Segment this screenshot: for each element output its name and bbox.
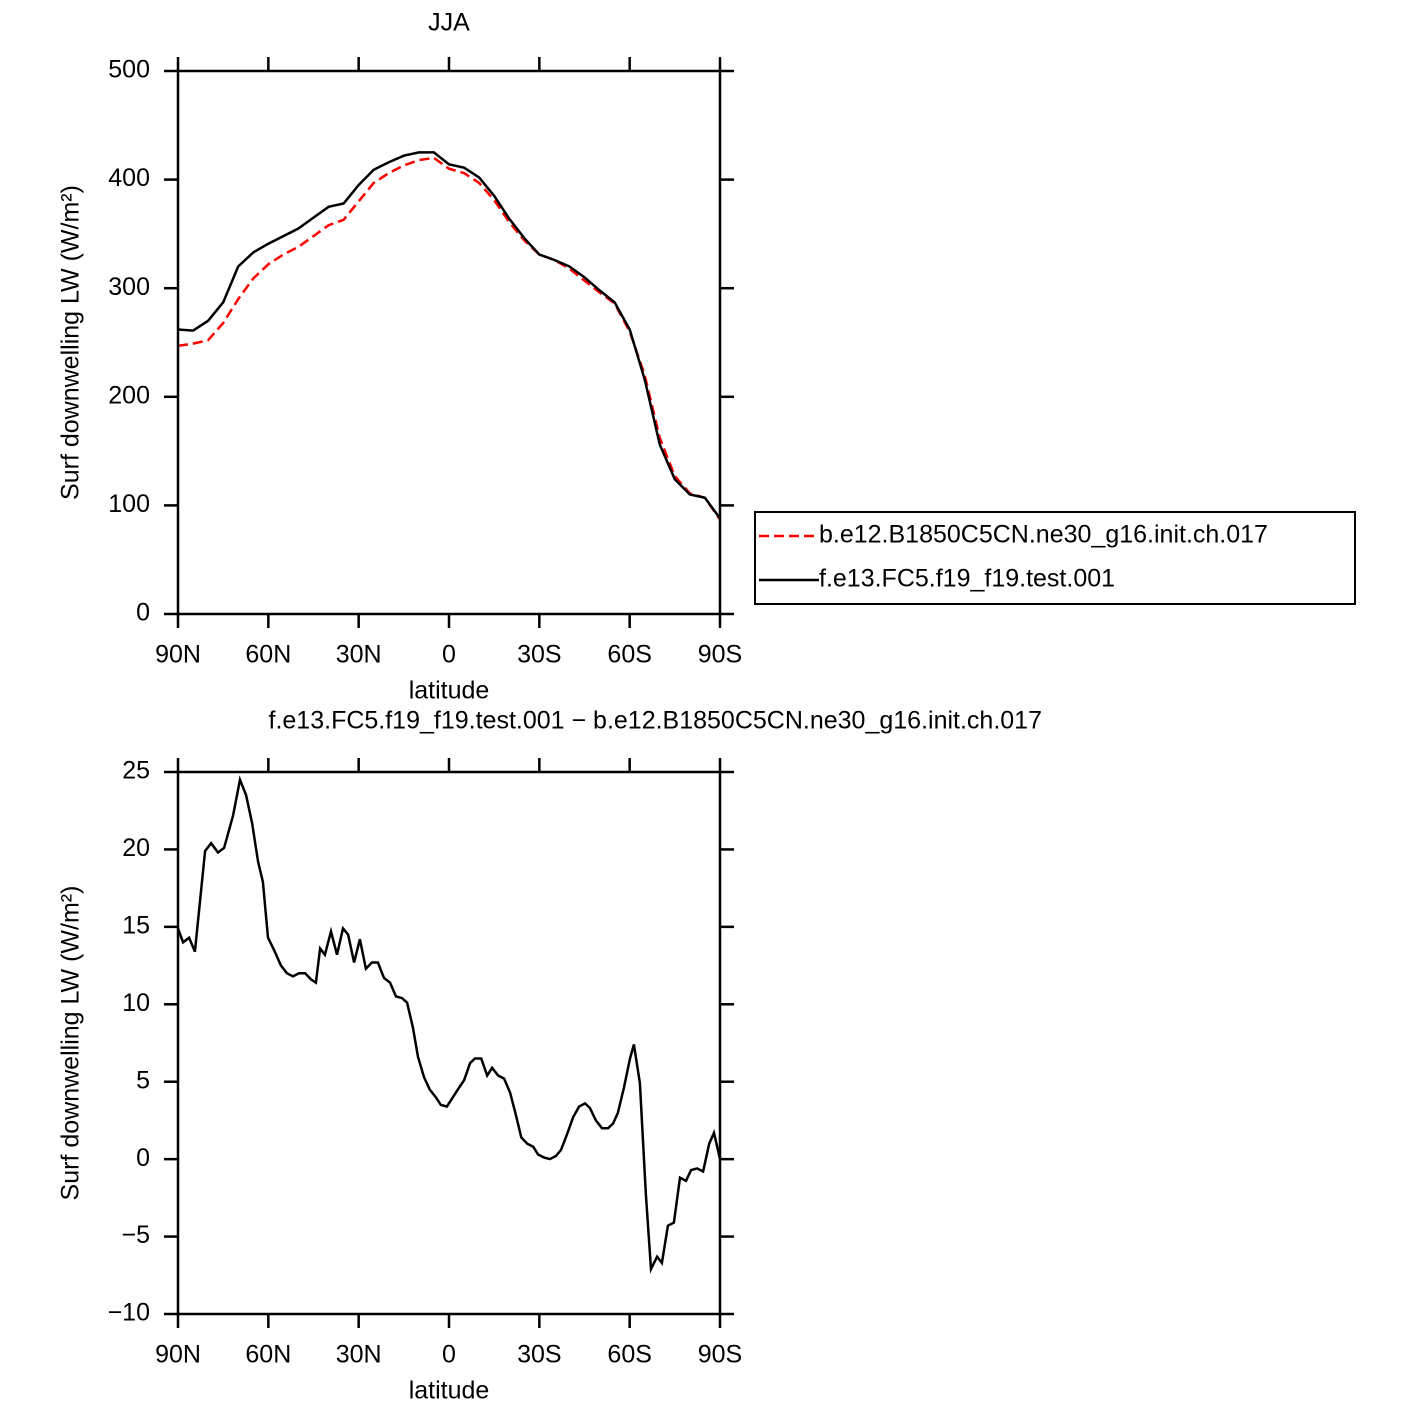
y-tick-label: −10	[108, 1299, 150, 1327]
y-tick-label: 25	[122, 757, 150, 785]
y-tick-label: 0	[136, 599, 150, 627]
x-tick-label: 60S	[607, 1341, 651, 1369]
line	[176, 775, 722, 1274]
x-tick-label: 0	[442, 641, 456, 669]
x-tick-label: 60N	[245, 641, 291, 669]
y-tick-label: 200	[108, 381, 150, 409]
x-tick-label: 30N	[336, 641, 382, 669]
y-axis-label: Surf downwelling LW (W/m²)	[57, 185, 85, 500]
x-tick-label: 60S	[607, 641, 651, 669]
x-tick-label: 30N	[336, 1341, 382, 1369]
y-axis-label: Surf downwelling LW (W/m²)	[57, 886, 85, 1201]
y-tick-label: 300	[108, 273, 150, 301]
x-tick-label: 90N	[155, 641, 201, 669]
legend-box	[754, 511, 1356, 605]
line	[177, 151, 722, 520]
x-tick-label: 90S	[698, 641, 742, 669]
legend-label: f.e13.FC5.f19_f19.test.001	[819, 565, 1115, 593]
y-tick-label: −5	[121, 1221, 150, 1249]
y-tick-label: 500	[108, 56, 150, 84]
chart-title: f.e13.FC5.f19_f19.test.001 − b.e12.B1850…	[269, 707, 1042, 735]
y-tick-label: 400	[108, 164, 150, 192]
x-axis-label: latitude	[409, 1377, 490, 1405]
x-tick-label: 90N	[155, 1341, 201, 1369]
plot-frame	[176, 770, 722, 1316]
line	[177, 156, 722, 521]
y-tick-label: 0	[136, 1144, 150, 1172]
x-tick-label: 0	[442, 1341, 456, 1369]
plot-frame	[176, 69, 722, 616]
x-tick-label: 30S	[517, 1341, 561, 1369]
y-tick-label: 5	[136, 1066, 150, 1094]
x-axis-label: latitude	[409, 677, 490, 705]
y-tick-label: 10	[122, 989, 150, 1017]
x-tick-label: 60N	[245, 1341, 291, 1369]
legend-label: b.e12.B1850C5CN.ne30_g16.init.ch.017	[819, 521, 1268, 549]
x-tick-label: 90S	[698, 1341, 742, 1369]
x-tick-label: 30S	[517, 641, 561, 669]
chart-title: JJA	[428, 9, 470, 37]
y-tick-label: 20	[122, 834, 150, 862]
y-tick-label: 100	[108, 490, 150, 518]
y-tick-label: 15	[122, 911, 150, 939]
